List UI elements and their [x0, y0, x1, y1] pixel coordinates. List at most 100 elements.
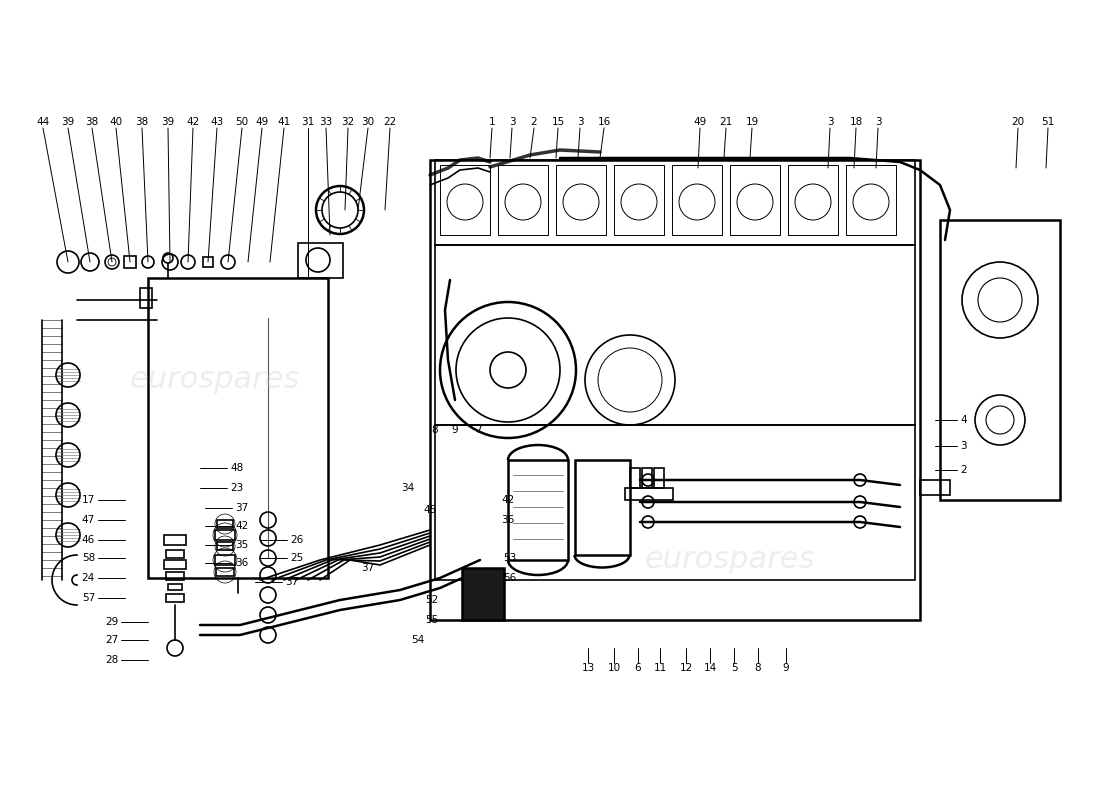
Text: 21: 21: [719, 117, 733, 127]
Text: 33: 33: [319, 117, 332, 127]
Bar: [672, 165, 722, 235]
Bar: [434, 245, 915, 425]
Text: 39: 39: [162, 117, 175, 127]
Bar: [214, 555, 235, 565]
Text: 4: 4: [960, 415, 967, 425]
Text: 6: 6: [635, 663, 641, 673]
Text: 27: 27: [104, 635, 118, 645]
Text: 14: 14: [703, 663, 716, 673]
Text: 9: 9: [783, 663, 790, 673]
Text: eurospares: eurospares: [645, 546, 815, 574]
Text: 24: 24: [81, 573, 95, 583]
Text: 38: 38: [135, 117, 149, 127]
Text: 53: 53: [504, 553, 517, 563]
Bar: [434, 425, 915, 580]
Text: 25: 25: [290, 553, 304, 563]
Bar: [166, 550, 184, 558]
Text: 3: 3: [576, 117, 583, 127]
Text: 30: 30: [362, 117, 375, 127]
Bar: [730, 165, 780, 235]
Text: 8: 8: [755, 663, 761, 673]
Text: 26: 26: [290, 535, 304, 545]
Text: 49: 49: [255, 117, 268, 127]
Text: 42: 42: [235, 521, 249, 531]
Text: 36: 36: [235, 558, 249, 568]
Text: 55: 55: [426, 615, 439, 625]
Bar: [298, 243, 343, 278]
Bar: [654, 468, 664, 488]
Bar: [575, 460, 630, 555]
Bar: [788, 165, 838, 235]
Text: 28: 28: [104, 655, 118, 665]
Bar: [140, 288, 152, 308]
Bar: [846, 165, 896, 235]
Text: 19: 19: [746, 117, 759, 127]
Text: 12: 12: [680, 663, 693, 673]
Text: 46: 46: [81, 535, 95, 545]
Text: 56: 56: [504, 573, 517, 583]
Text: 34: 34: [402, 483, 415, 493]
Bar: [440, 165, 490, 235]
Bar: [166, 594, 184, 602]
Bar: [168, 584, 182, 590]
Text: 42: 42: [502, 495, 515, 505]
Bar: [204, 257, 213, 267]
Text: 13: 13: [582, 663, 595, 673]
Text: 3: 3: [508, 117, 515, 127]
Text: 1: 1: [488, 117, 495, 127]
Bar: [614, 165, 664, 235]
Text: 50: 50: [235, 117, 249, 127]
Bar: [217, 520, 233, 528]
Text: 38: 38: [86, 117, 99, 127]
Text: 31: 31: [301, 117, 315, 127]
Text: 37: 37: [362, 563, 375, 573]
Bar: [124, 256, 136, 268]
Text: 3: 3: [960, 441, 967, 451]
Text: 20: 20: [1011, 117, 1024, 127]
Bar: [920, 480, 950, 495]
Bar: [940, 220, 1060, 500]
Text: 41: 41: [277, 117, 290, 127]
Text: 2: 2: [960, 465, 967, 475]
Text: 49: 49: [693, 117, 706, 127]
Text: 48: 48: [230, 463, 243, 473]
Bar: [462, 568, 504, 620]
Text: 8: 8: [431, 425, 438, 435]
Text: 10: 10: [607, 663, 620, 673]
Bar: [642, 468, 652, 488]
Text: 39: 39: [62, 117, 75, 127]
Text: 15: 15: [551, 117, 564, 127]
Bar: [217, 542, 233, 550]
Text: 52: 52: [426, 595, 439, 605]
Bar: [430, 160, 920, 620]
Text: 2: 2: [530, 117, 537, 127]
Text: 18: 18: [849, 117, 862, 127]
Text: 43: 43: [210, 117, 223, 127]
Text: 3: 3: [827, 117, 834, 127]
Bar: [148, 278, 328, 578]
Text: 3: 3: [874, 117, 881, 127]
Bar: [214, 530, 235, 540]
Text: 45: 45: [424, 505, 437, 515]
Text: 40: 40: [109, 117, 122, 127]
Text: 7: 7: [475, 425, 482, 435]
Text: eurospares: eurospares: [130, 366, 300, 394]
Text: 17: 17: [81, 495, 95, 505]
Text: 37: 37: [235, 503, 249, 513]
Text: 32: 32: [341, 117, 354, 127]
Text: 51: 51: [1042, 117, 1055, 127]
Text: 47: 47: [81, 515, 95, 525]
Text: 37: 37: [285, 577, 298, 587]
Text: 29: 29: [104, 617, 118, 627]
Text: 57: 57: [81, 593, 95, 603]
Bar: [434, 160, 915, 245]
Text: 36: 36: [502, 515, 515, 525]
Text: 54: 54: [411, 635, 425, 645]
Text: 5: 5: [730, 663, 737, 673]
Text: 58: 58: [81, 553, 95, 563]
Bar: [166, 572, 184, 580]
Text: 9: 9: [452, 425, 459, 435]
Bar: [216, 568, 234, 576]
Text: 11: 11: [653, 663, 667, 673]
Bar: [164, 560, 186, 569]
